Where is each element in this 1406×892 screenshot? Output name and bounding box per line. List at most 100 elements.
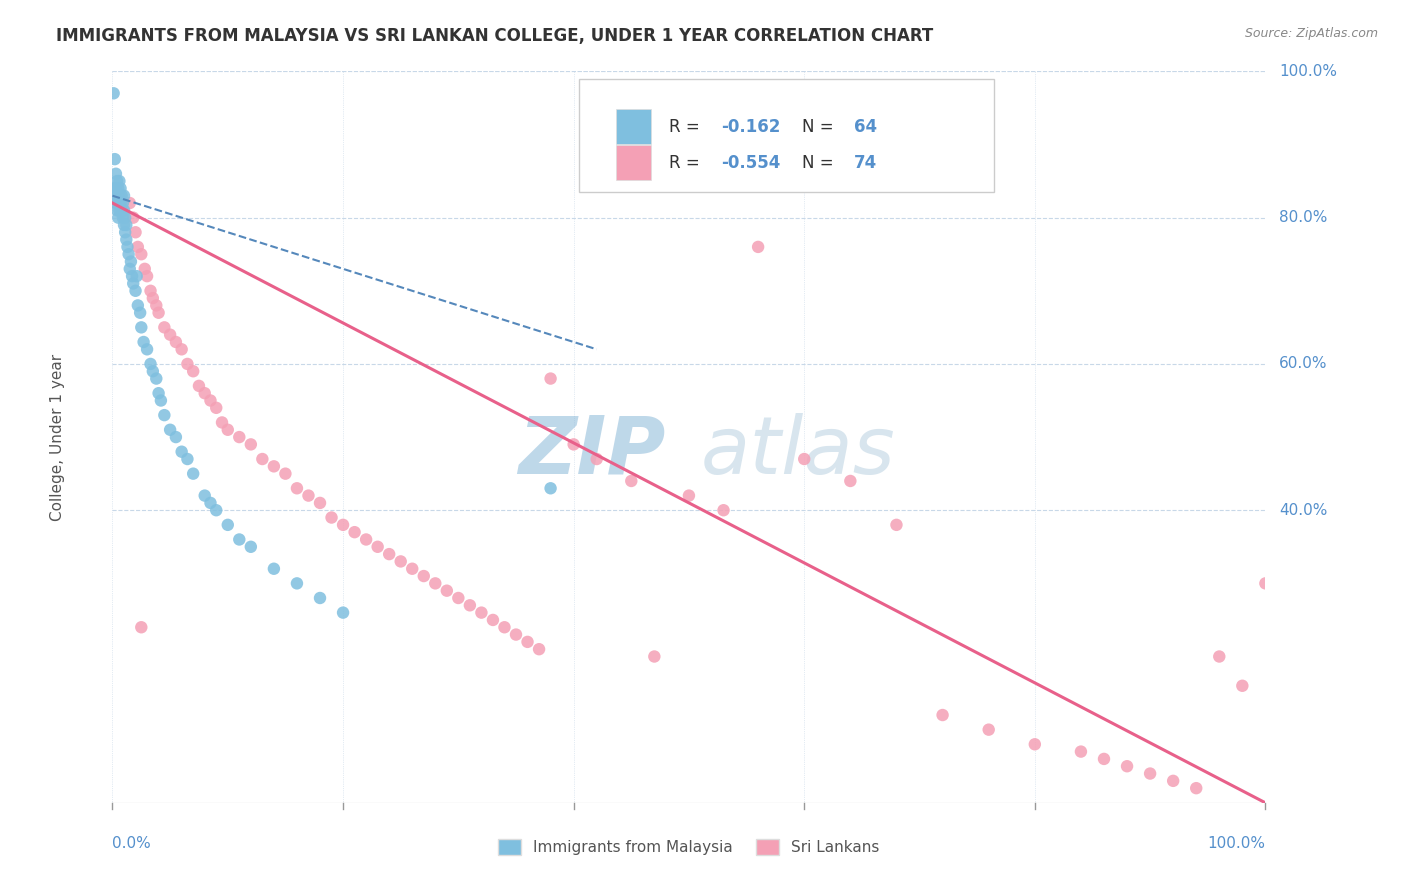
- Point: [148, 386, 170, 401]
- Point: [159, 423, 181, 437]
- Point: [643, 649, 665, 664]
- Text: N =: N =: [801, 118, 839, 136]
- Point: [228, 430, 250, 444]
- Point: [170, 343, 193, 357]
- Point: [136, 269, 159, 284]
- Point: [132, 334, 155, 349]
- Point: [436, 583, 458, 598]
- Point: [263, 562, 285, 576]
- Text: -0.162: -0.162: [721, 118, 780, 136]
- Point: [129, 620, 153, 634]
- Point: [239, 540, 262, 554]
- Point: [494, 620, 516, 634]
- Text: IMMIGRANTS FROM MALAYSIA VS SRI LANKAN COLLEGE, UNDER 1 YEAR CORRELATION CHART: IMMIGRANTS FROM MALAYSIA VS SRI LANKAN C…: [56, 27, 934, 45]
- Text: 0.0%: 0.0%: [112, 836, 152, 851]
- Text: 60.0%: 60.0%: [1279, 357, 1327, 371]
- Point: [285, 576, 308, 591]
- Text: -0.554: -0.554: [721, 153, 780, 172]
- Point: [129, 247, 153, 261]
- Point: [105, 203, 128, 218]
- Point: [1254, 576, 1277, 591]
- Point: [110, 196, 132, 211]
- Point: [125, 269, 148, 284]
- Point: [931, 708, 953, 723]
- Point: [886, 517, 908, 532]
- Text: atlas: atlas: [700, 413, 896, 491]
- Point: [165, 334, 187, 349]
- Point: [1232, 679, 1254, 693]
- Point: [104, 167, 127, 181]
- Point: [103, 181, 125, 195]
- Point: [839, 474, 862, 488]
- Point: [117, 247, 139, 261]
- Text: 40.0%: 40.0%: [1279, 503, 1327, 517]
- Point: [120, 254, 142, 268]
- Point: [145, 371, 167, 385]
- Point: [129, 306, 152, 320]
- Point: [458, 599, 481, 613]
- Point: [401, 562, 423, 576]
- Text: 100.0%: 100.0%: [1279, 64, 1337, 78]
- Text: R =: R =: [669, 153, 706, 172]
- Point: [134, 261, 156, 276]
- Point: [142, 364, 165, 378]
- Point: [527, 642, 550, 657]
- Point: [107, 211, 129, 225]
- Point: [793, 452, 815, 467]
- Point: [620, 474, 643, 488]
- Point: [297, 489, 319, 503]
- Point: [217, 517, 239, 532]
- Point: [713, 503, 735, 517]
- Point: [540, 371, 562, 385]
- Point: [367, 540, 389, 554]
- Point: [274, 467, 297, 481]
- Text: College, Under 1 year: College, Under 1 year: [49, 353, 65, 521]
- Point: [516, 635, 538, 649]
- Point: [115, 233, 138, 247]
- Text: 80.0%: 80.0%: [1279, 211, 1327, 225]
- Point: [105, 174, 128, 188]
- Point: [170, 444, 193, 458]
- Point: [127, 240, 149, 254]
- Point: [309, 496, 332, 510]
- Point: [111, 203, 134, 218]
- Point: [122, 277, 145, 291]
- Point: [194, 386, 217, 401]
- Point: [505, 627, 527, 641]
- Point: [153, 408, 176, 422]
- Text: 64: 64: [853, 118, 877, 136]
- Point: [239, 437, 262, 451]
- Point: [139, 284, 162, 298]
- Point: [105, 188, 128, 202]
- Text: N =: N =: [801, 153, 839, 172]
- Point: [114, 225, 136, 239]
- Point: [228, 533, 250, 547]
- Point: [112, 203, 135, 218]
- Point: [124, 225, 146, 239]
- Point: [104, 196, 127, 211]
- Point: [211, 416, 233, 430]
- Point: [205, 401, 228, 415]
- Point: [540, 481, 562, 495]
- Point: [104, 152, 127, 166]
- Point: [118, 196, 141, 211]
- Point: [1116, 759, 1139, 773]
- Point: [149, 393, 172, 408]
- Point: [425, 576, 447, 591]
- Point: [136, 343, 159, 357]
- Point: [263, 459, 285, 474]
- Text: Source: ZipAtlas.com: Source: ZipAtlas.com: [1244, 27, 1378, 40]
- Point: [194, 489, 217, 503]
- Point: [977, 723, 1000, 737]
- Point: [252, 452, 274, 467]
- Point: [747, 240, 769, 254]
- Point: [447, 591, 470, 605]
- Point: [1139, 766, 1161, 780]
- Point: [389, 554, 412, 568]
- Point: [1208, 649, 1230, 664]
- Text: R =: R =: [669, 118, 706, 136]
- Text: ZIP: ZIP: [519, 413, 666, 491]
- Point: [108, 203, 131, 218]
- Point: [159, 327, 181, 342]
- Point: [205, 503, 228, 517]
